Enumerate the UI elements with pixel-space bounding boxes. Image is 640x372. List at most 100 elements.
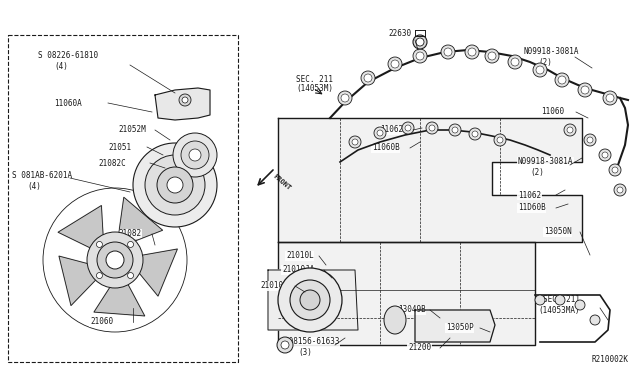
Text: B08156-61633: B08156-61633 [284,337,339,346]
Circle shape [145,155,205,215]
Circle shape [349,136,361,148]
Text: 21060: 21060 [90,317,113,327]
Circle shape [429,125,435,131]
Text: (14053MA): (14053MA) [538,305,580,314]
Text: SEC. 211: SEC. 211 [296,74,333,83]
Text: N09918-3081A: N09918-3081A [518,157,573,167]
Circle shape [173,133,217,177]
Circle shape [511,58,519,66]
Circle shape [300,290,320,310]
Text: 21082C: 21082C [98,158,125,167]
Text: 13050N: 13050N [544,228,572,237]
Circle shape [472,131,478,137]
Text: S 08226-61810: S 08226-61810 [38,51,98,60]
Text: (2): (2) [538,58,552,67]
Text: 13049B: 13049B [398,305,426,314]
Circle shape [182,97,188,103]
Circle shape [97,242,133,278]
Circle shape [97,241,102,247]
Circle shape [555,73,569,87]
Polygon shape [415,310,495,342]
Circle shape [377,130,383,136]
Text: 21010L: 21010L [286,251,314,260]
Polygon shape [58,205,104,255]
Circle shape [416,38,424,46]
Circle shape [533,63,547,77]
Circle shape [364,74,372,82]
Circle shape [413,35,427,49]
Text: 21010: 21010 [260,282,283,291]
Circle shape [567,127,573,133]
Circle shape [587,137,593,143]
Text: 11062: 11062 [380,125,403,135]
Circle shape [189,149,201,161]
Circle shape [536,66,544,74]
Circle shape [612,167,618,173]
Text: (4): (4) [27,182,41,190]
Circle shape [603,91,617,105]
Circle shape [508,55,522,69]
Circle shape [564,124,576,136]
Circle shape [444,48,452,56]
Text: 13050P: 13050P [446,324,474,333]
Circle shape [277,337,293,353]
Circle shape [609,164,621,176]
Circle shape [352,139,358,145]
Circle shape [590,315,600,325]
Polygon shape [278,118,582,242]
Circle shape [133,143,217,227]
Circle shape [388,57,402,71]
Circle shape [449,124,461,136]
Text: 11062: 11062 [518,190,541,199]
Circle shape [441,45,455,59]
Circle shape [181,141,209,169]
Circle shape [87,232,143,288]
Text: R210002K: R210002K [591,356,628,365]
Circle shape [338,91,352,105]
Text: 11060B: 11060B [372,144,400,153]
Circle shape [413,49,427,63]
Text: 21052M: 21052M [118,125,146,135]
Circle shape [157,167,193,203]
Text: 21010JA: 21010JA [282,266,314,275]
Text: 21082: 21082 [118,230,141,238]
Circle shape [468,48,476,56]
Circle shape [469,128,481,140]
Text: (14053M): (14053M) [296,84,333,93]
Circle shape [374,127,386,139]
Text: N09918-3081A: N09918-3081A [524,48,579,57]
Circle shape [497,137,503,143]
Circle shape [106,251,124,269]
Text: 21051: 21051 [108,142,131,151]
Circle shape [405,125,411,131]
Circle shape [535,295,545,305]
Circle shape [465,45,479,59]
Circle shape [617,187,623,193]
Circle shape [575,300,585,310]
Text: 11060: 11060 [541,108,564,116]
Circle shape [452,127,458,133]
Circle shape [290,283,314,307]
Circle shape [97,273,102,279]
Ellipse shape [384,306,406,334]
Text: 11D60B: 11D60B [518,203,546,212]
Text: (3): (3) [298,347,312,356]
Circle shape [391,60,399,68]
Polygon shape [278,242,535,345]
Circle shape [127,273,134,279]
Circle shape [43,188,187,332]
Circle shape [278,268,342,332]
Text: 11060A: 11060A [54,99,82,108]
Text: (4): (4) [54,62,68,71]
Polygon shape [127,249,177,296]
Polygon shape [268,270,358,330]
Circle shape [167,177,183,193]
Circle shape [485,49,499,63]
Text: 22630: 22630 [388,29,411,38]
Text: S 081AB-6201A: S 081AB-6201A [12,170,72,180]
Polygon shape [94,270,145,316]
Circle shape [555,295,565,305]
Circle shape [581,86,589,94]
Text: SEC. 211: SEC. 211 [543,295,580,305]
Circle shape [281,341,289,349]
